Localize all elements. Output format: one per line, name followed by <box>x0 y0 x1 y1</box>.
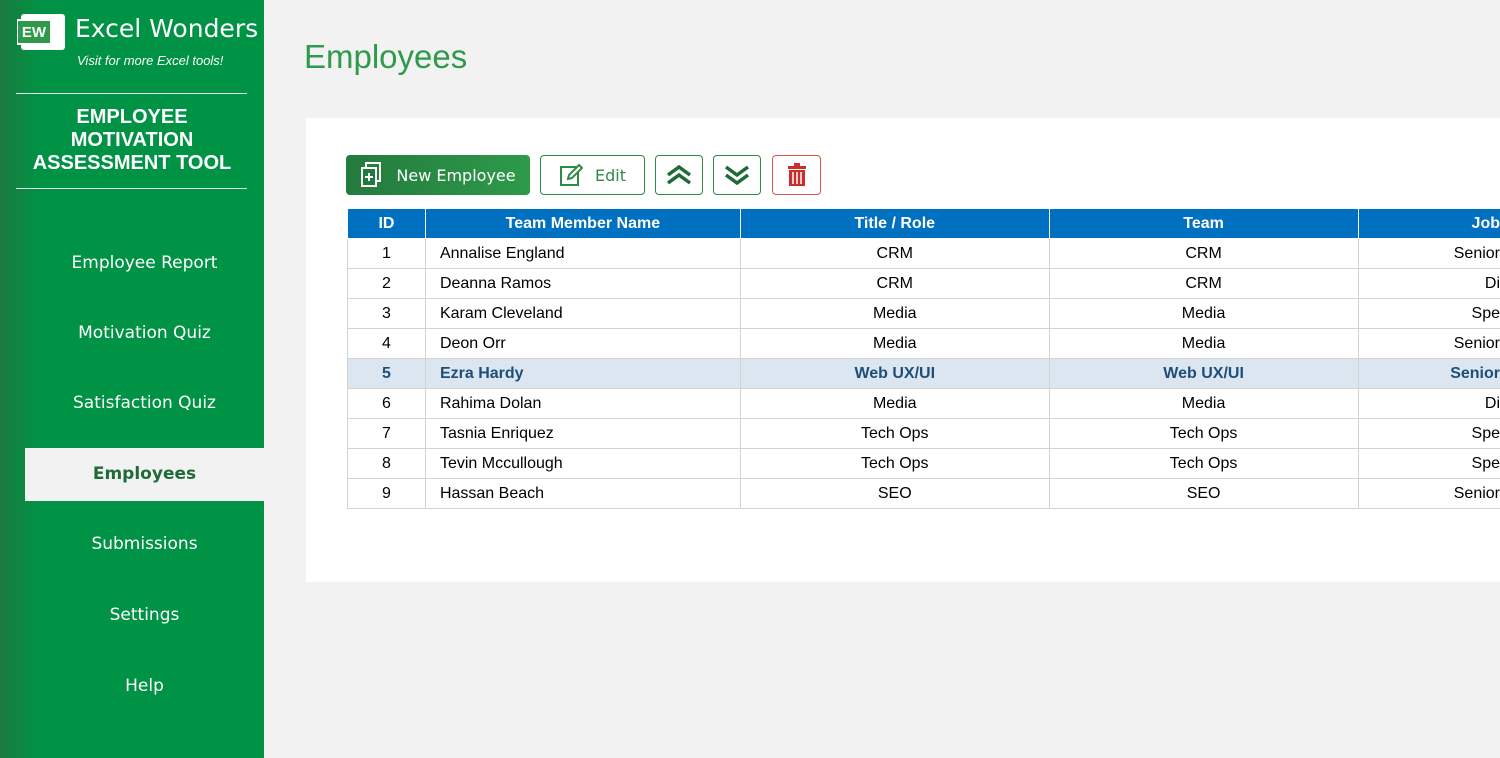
table-cell: Senior <box>1357 478 1500 509</box>
sidebar: EW Excel Wonders Visit for more Excel to… <box>0 0 264 758</box>
delete-icon <box>787 163 806 186</box>
table-cell: Senior <box>1357 238 1500 269</box>
table-cell: Tech Ops <box>1048 448 1359 479</box>
table-row[interactable]: 7 Tasnia Enriquez Tech Ops Tech Ops Spe <box>347 418 1500 449</box>
table-cell: Media <box>1048 388 1359 419</box>
nav-item[interactable]: Submissions <box>91 534 198 554</box>
table-cell: Media <box>1048 298 1359 329</box>
table-row[interactable]: 2 Deanna Ramos CRM CRM Di <box>347 268 1500 299</box>
nav-item[interactable]: Employees <box>25 448 264 501</box>
column-header: Team <box>1048 209 1359 239</box>
table-cell: 7 <box>347 418 426 449</box>
app-title-line: EMPLOYEE <box>76 106 188 128</box>
app-title-line: ASSESSMENT TOOL <box>32 152 232 174</box>
table-cell: Spe <box>1357 298 1500 329</box>
table-row[interactable]: 5 Ezra Hardy Web UX/UI Web UX/UI Senior <box>347 358 1500 389</box>
table-cell: Media <box>739 388 1050 419</box>
table-cell: Media <box>1048 328 1359 359</box>
table-cell: 4 <box>347 328 426 359</box>
table-cell: Tevin Mccullough <box>424 448 741 479</box>
edit-icon <box>560 163 583 186</box>
column-header: Title / Role <box>739 209 1050 239</box>
up-icon <box>666 165 692 185</box>
table-cell: 9 <box>347 478 426 509</box>
table-cell: Deon Orr <box>424 328 741 359</box>
table-cell: CRM <box>1048 268 1359 299</box>
column-header: Job <box>1357 209 1500 239</box>
table-cell: 6 <box>347 388 426 419</box>
table-row[interactable]: 9 Hassan Beach SEO SEO Senior <box>347 478 1500 509</box>
table-row[interactable]: 4 Deon Orr Media Media Senior <box>347 328 1500 359</box>
table-cell: Karam Cleveland <box>424 298 741 329</box>
logo-text: EW <box>22 24 47 41</box>
divider <box>16 93 247 94</box>
table-cell: Spe <box>1357 418 1500 449</box>
table-cell: Di <box>1357 268 1500 299</box>
panel: New Employee Edit ID Team Member Name Titl… <box>306 118 1500 582</box>
header-row: ID Team Member Name Title / Role Team Job <box>347 209 1500 239</box>
nav-item[interactable]: Help <box>125 676 164 696</box>
table-cell: 5 <box>347 358 426 389</box>
nav-item[interactable]: Satisfaction Quiz <box>73 393 216 413</box>
table-cell: CRM <box>739 268 1050 299</box>
table-cell: CRM <box>739 238 1050 269</box>
table-row[interactable]: 8 Tevin Mccullough Tech Ops Tech Ops Spe <box>347 448 1500 479</box>
table-cell: Rahima Dolan <box>424 388 741 419</box>
column-header: Team Member Name <box>424 209 741 239</box>
app-title: EMPLOYEE MOTIVATION ASSESSMENT TOOL <box>0 106 264 175</box>
table-cell: Tech Ops <box>1048 418 1359 449</box>
column-header: ID <box>347 209 426 239</box>
table-row[interactable]: 6 Rahima Dolan Media Media Di <box>347 388 1500 419</box>
app-title-line: MOTIVATION <box>70 129 194 151</box>
table-cell: Hassan Beach <box>424 478 741 509</box>
brand: Excel Wonders <box>75 14 259 43</box>
table-cell: 8 <box>347 448 426 479</box>
page-title: Employees <box>304 38 468 75</box>
nav-item[interactable]: Motivation Quiz <box>78 323 211 343</box>
table-cell: Tasnia Enriquez <box>424 418 741 449</box>
table-cell: Deanna Ramos <box>424 268 741 299</box>
table-body: 1 Annalise England CRM CRM Senior 2 Deanna Ram… <box>347 238 1500 509</box>
move-up-button[interactable] <box>655 155 703 195</box>
table-cell: 3 <box>347 298 426 329</box>
table-cell: 2 <box>347 268 426 299</box>
edit-label: Edit <box>595 165 626 185</box>
table-cell: Annalise England <box>424 238 741 269</box>
table-cell: Senior <box>1357 358 1500 389</box>
table-cell: Media <box>739 298 1050 329</box>
logo: EW <box>17 14 65 50</box>
table-cell: Tech Ops <box>739 448 1050 479</box>
table-cell: CRM <box>1048 238 1359 269</box>
table-row[interactable]: 1 Annalise England CRM CRM Senior <box>347 238 1500 269</box>
table-cell: SEO <box>1048 478 1359 509</box>
table-cell: 1 <box>347 238 426 269</box>
table-cell: SEO <box>739 478 1050 509</box>
table-cell: Di <box>1357 388 1500 419</box>
table-cell: Web UX/UI <box>739 358 1050 389</box>
edit-button[interactable]: Edit <box>540 155 645 195</box>
table-cell: Web UX/UI <box>1048 358 1359 389</box>
new-button[interactable]: New Employee <box>346 155 530 195</box>
delete-button[interactable] <box>772 155 821 195</box>
table-cell: Senior <box>1357 328 1500 359</box>
table-cell: Spe <box>1357 448 1500 479</box>
divider <box>16 188 247 189</box>
move-down-button[interactable] <box>713 155 761 195</box>
new-label: New Employee <box>396 165 516 185</box>
down-icon <box>724 165 750 185</box>
table-cell: Tech Ops <box>739 418 1050 449</box>
tagline: Visit for more Excel tools! <box>77 53 224 68</box>
table-cell: Media <box>739 328 1050 359</box>
nav-item[interactable]: Employee Report <box>71 253 218 273</box>
nav-item[interactable]: Settings <box>109 605 180 625</box>
table-cell: Ezra Hardy <box>424 358 741 389</box>
new-icon <box>361 162 382 187</box>
table-row[interactable]: 3 Karam Cleveland Media Media Spe <box>347 298 1500 329</box>
